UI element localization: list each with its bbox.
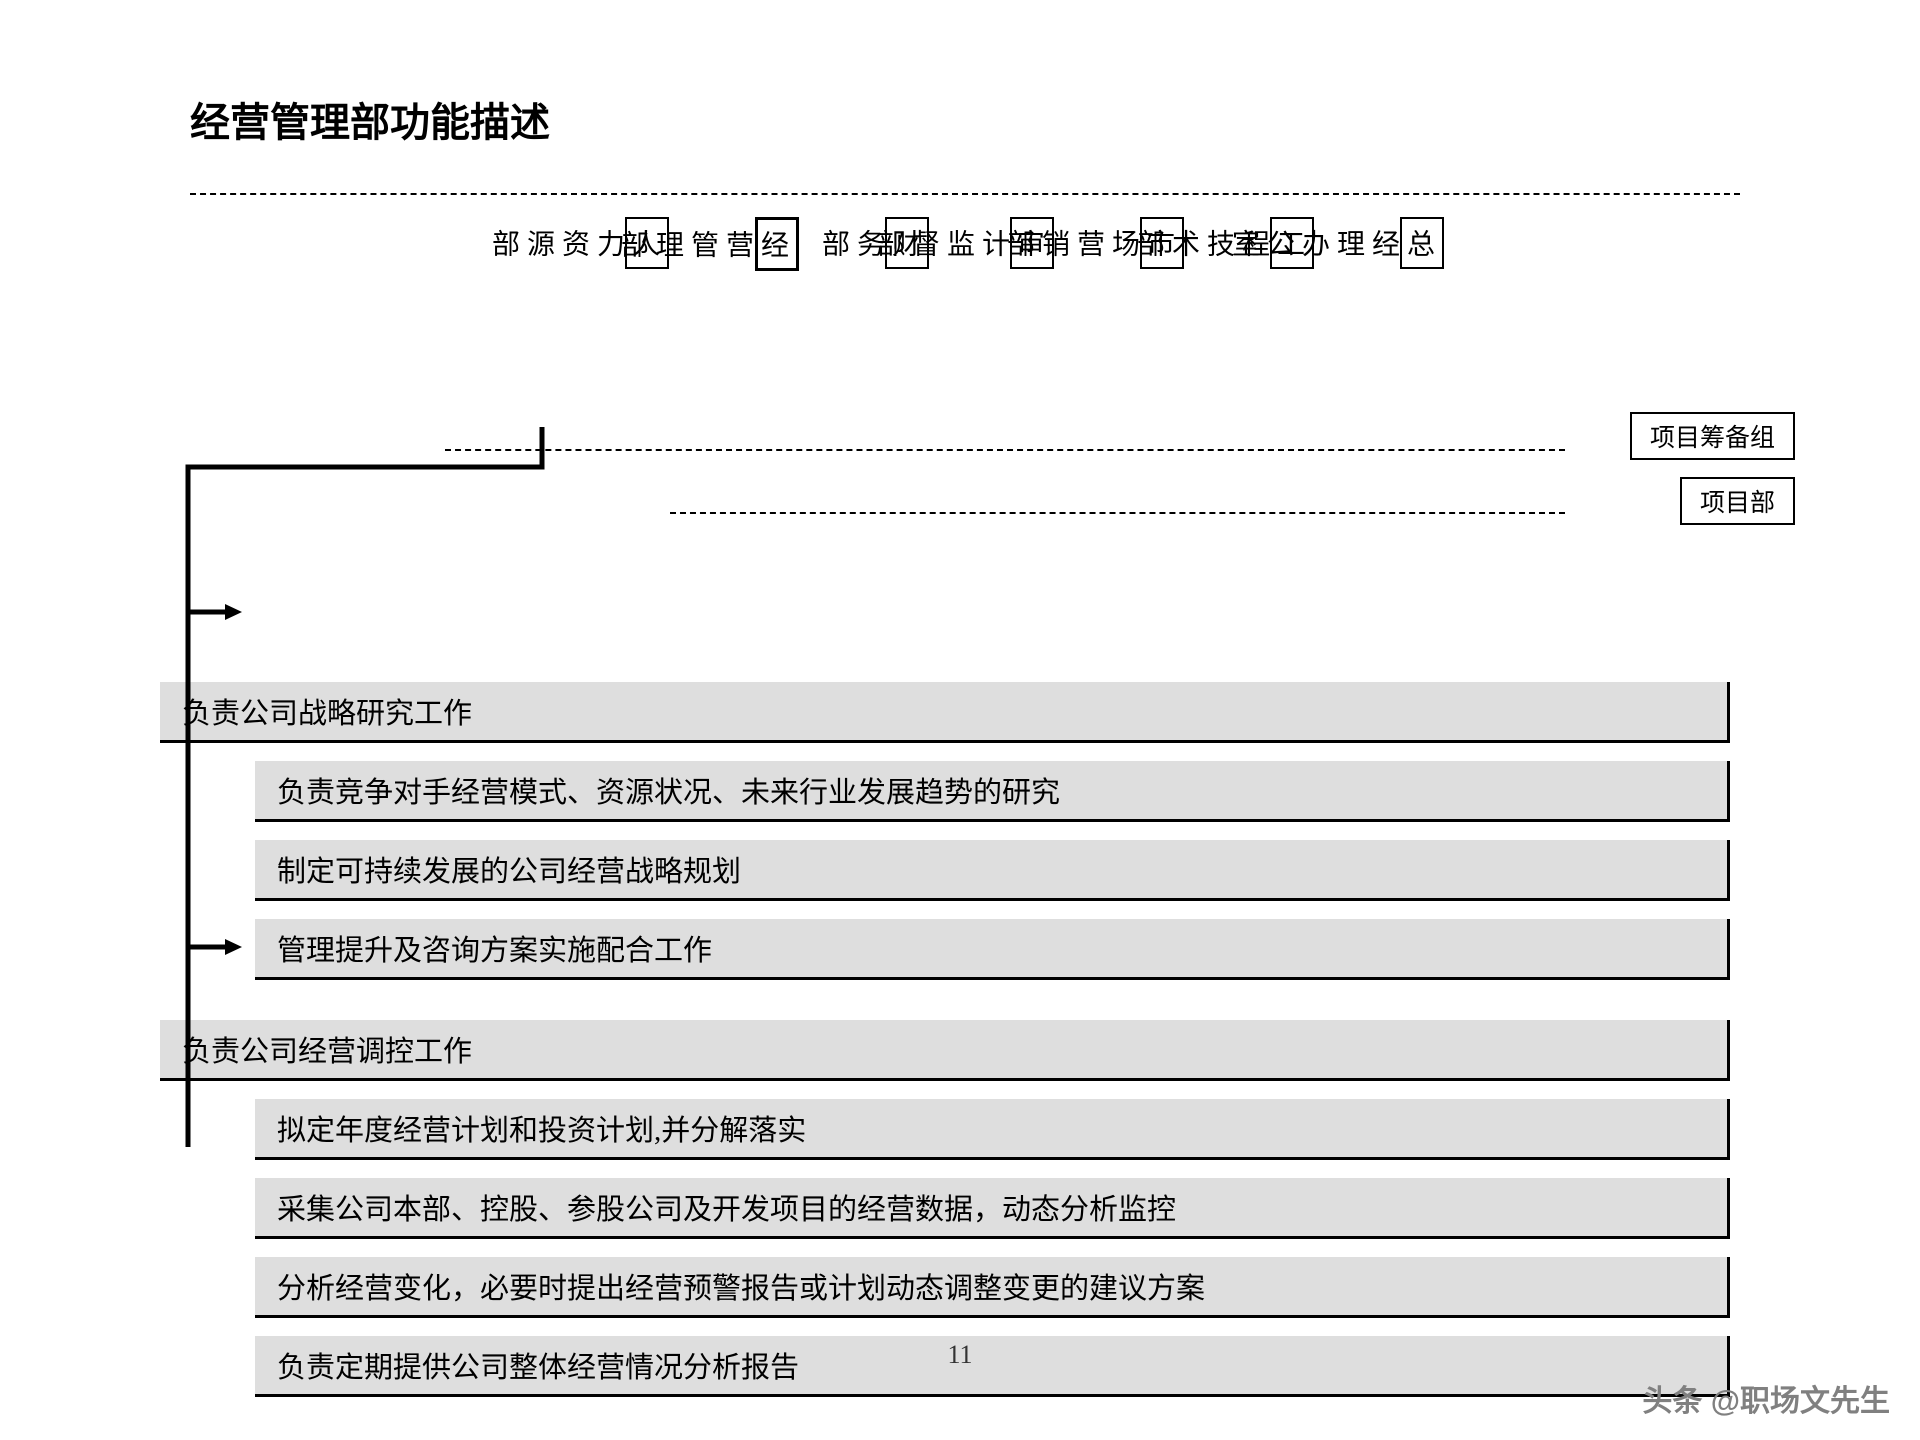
departments-row: 人力资源部经营管理部财务部审计监督部市场营销部工程技术部总经理办公室项目筹备组项… bbox=[405, 217, 1645, 502]
content-groups: 负责公司战略研究工作负责竞争对手经营模式、资源状况、未来行业发展趋势的研究制定可… bbox=[160, 682, 1760, 1397]
slide-page: 经营管理部功能描述 人力资源部经营管理部财务部审计监督部市场营销部工程技术部总经… bbox=[0, 0, 1920, 1440]
group-item: 分析经营变化，必要时提出经营预警报告或计划动态调整变更的建议方案 bbox=[255, 1257, 1730, 1318]
function-group: 负责公司战略研究工作负责竞争对手经营模式、资源状况、未来行业发展趋势的研究制定可… bbox=[160, 682, 1760, 980]
group-item: 制定可持续发展的公司经营战略规划 bbox=[255, 840, 1730, 901]
title-underline bbox=[190, 193, 1740, 195]
dashed-connector bbox=[670, 512, 1565, 514]
group-item: 负责竞争对手经营模式、资源状况、未来行业发展趋势的研究 bbox=[255, 761, 1730, 822]
page-number: 11 bbox=[0, 1340, 1920, 1370]
page-title: 经营管理部功能描述 bbox=[190, 90, 1740, 148]
dashed-connector bbox=[445, 449, 1565, 451]
group-item: 采集公司本部、控股、参股公司及开发项目的经营数据，动态分析监控 bbox=[255, 1178, 1730, 1239]
group-item: 拟定年度经营计划和投资计划,并分解落实 bbox=[255, 1099, 1730, 1160]
department-box: 总经理办公室 bbox=[1400, 217, 1444, 269]
watermark: 头条 @职场文先生 bbox=[1642, 1376, 1890, 1420]
group-header: 负责公司经营调控工作 bbox=[160, 1020, 1730, 1081]
side-box: 项目筹备组 bbox=[1630, 412, 1795, 460]
group-header: 负责公司战略研究工作 bbox=[160, 682, 1730, 743]
group-item: 管理提升及咨询方案实施配合工作 bbox=[255, 919, 1730, 980]
department-box: 经营管理部 bbox=[755, 217, 799, 271]
side-box: 项目部 bbox=[1680, 477, 1795, 525]
